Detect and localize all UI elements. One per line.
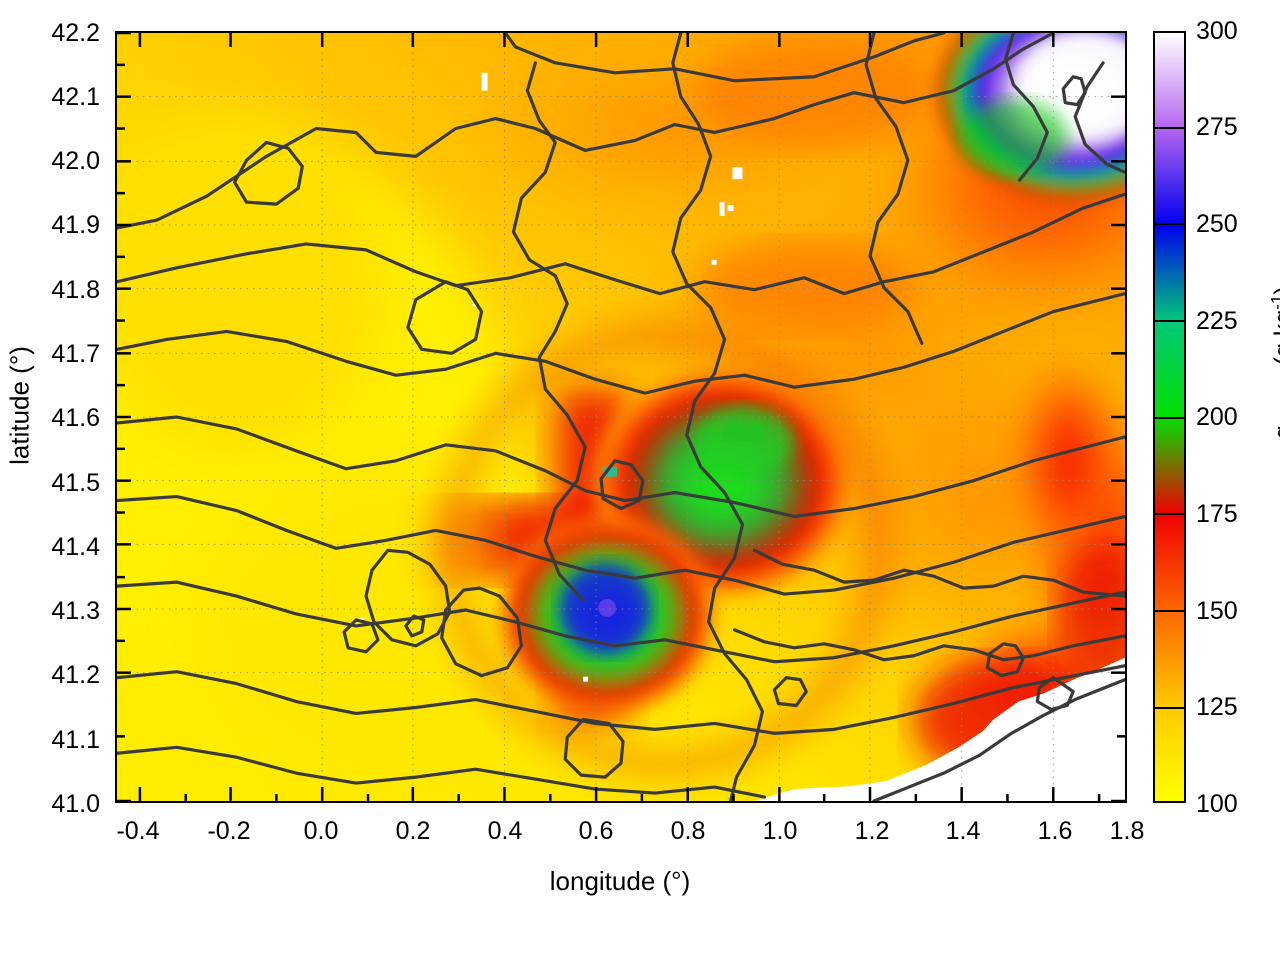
colorbar-tick-label: 200 — [1196, 403, 1238, 431]
colorbar-tickmark — [1153, 417, 1186, 419]
y-tick-label: 41.2 — [51, 661, 100, 689]
colorbar-tickmark — [1153, 610, 1186, 612]
y-tick-label: 41.0 — [51, 790, 100, 818]
colorbar-tick-label: 100 — [1196, 790, 1238, 818]
colorbar-tick-label: 150 — [1196, 597, 1238, 625]
colorbar-tick-label: 175 — [1196, 500, 1238, 528]
y-tick-label: 42.1 — [51, 83, 100, 111]
x-tick-label: -0.2 — [207, 817, 251, 845]
x-tick-label: 0.8 — [670, 817, 706, 845]
x-tick-label: -0.4 — [116, 817, 160, 845]
x-tick-label: 1.0 — [762, 817, 798, 845]
map-plot-area — [115, 31, 1127, 803]
x-tick-label: 0.0 — [303, 817, 339, 845]
y-tick-label: 42.2 — [51, 19, 100, 47]
x-tick-label: 1.4 — [945, 817, 981, 845]
x-axis-title: longitude (°) — [549, 866, 691, 896]
y-tick-label: 41.3 — [51, 597, 100, 625]
colorbar-tick-label: 250 — [1196, 210, 1238, 238]
colorbar-title: qground (g kg-1) — [1267, 233, 1280, 493]
y-tick-label: 41.5 — [51, 469, 100, 497]
colorbar-tickmark — [1153, 707, 1186, 709]
colorbar-tick-label: 225 — [1196, 307, 1238, 335]
y-tick-label: 41.1 — [51, 726, 100, 754]
colorbar-tickmark — [1153, 320, 1186, 322]
x-tick-label: 1.8 — [1109, 817, 1145, 845]
y-tick-label: 41.4 — [51, 533, 100, 561]
colorbar-title-unit-open: (g kg — [1269, 309, 1280, 366]
colorbar-tick-label: 275 — [1196, 113, 1238, 141]
colorbar-tick-label: 125 — [1196, 693, 1238, 721]
x-tick-label: 0.2 — [395, 817, 431, 845]
y-tick-label: 41.8 — [51, 276, 100, 304]
colorbar-title-symbol: q — [1270, 425, 1280, 439]
heatmap-field — [117, 33, 1125, 801]
y-tick-label: 41.9 — [51, 211, 100, 239]
contour-lines — [117, 33, 1125, 801]
y-tick-label: 41.7 — [51, 340, 100, 368]
y-axis-title: latitude (°) — [4, 346, 35, 465]
y-tick-label: 42.0 — [51, 147, 100, 175]
colorbar-tickmark — [1153, 223, 1186, 225]
axis-tickmarks — [117, 33, 1125, 801]
x-tick-label: 1.2 — [854, 817, 890, 845]
colorbar-tickmark — [1153, 513, 1186, 515]
x-tick-label: 0.4 — [487, 817, 523, 845]
colorbar-tickmark — [1153, 127, 1186, 129]
x-tick-label: 1.6 — [1037, 817, 1073, 845]
colorbar-tick-label: 300 — [1196, 17, 1238, 45]
y-tick-label: 41.6 — [51, 404, 100, 432]
colorbar-title-superscript: -1 — [1267, 294, 1280, 310]
colorbar-title-unit-close: ) — [1270, 286, 1280, 294]
x-tick-label: 0.6 — [578, 817, 614, 845]
